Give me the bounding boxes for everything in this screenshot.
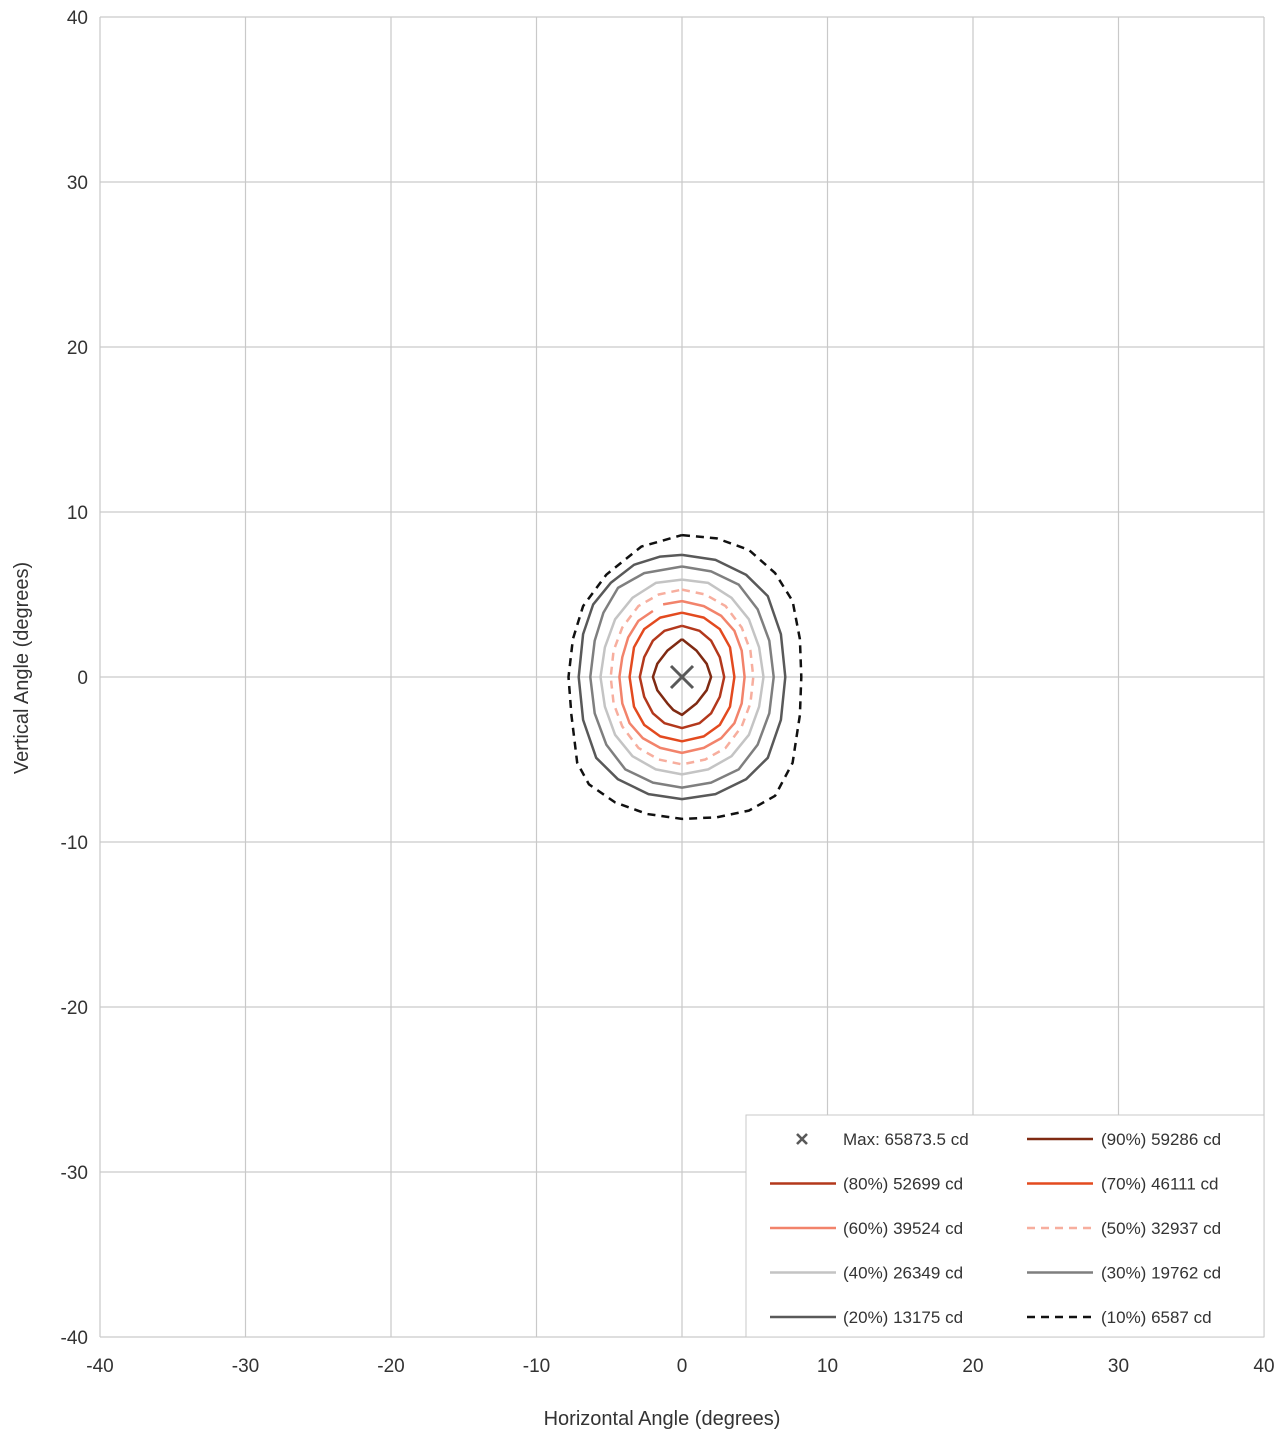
legend-label-4: (60%) 39524 cd xyxy=(843,1219,963,1238)
y-tick-label-3: -10 xyxy=(61,833,88,854)
x-axis-title: Horizontal Angle (degrees) xyxy=(544,1408,781,1430)
legend-label-2: (80%) 52699 cd xyxy=(843,1175,963,1194)
axis-ticks: -40 -30 -20 -10 0 10 20 30 40 -40 -30 -20 -10 0 10 20 30… xyxy=(61,8,1275,1377)
legend-label-7: (30%) 19762 cd xyxy=(1101,1264,1221,1283)
legend-swatch-max xyxy=(796,1133,808,1145)
x-tick-label-6: 20 xyxy=(962,1356,983,1377)
contour-line-3 xyxy=(628,611,736,743)
contour-series xyxy=(567,533,803,821)
legend-label-0: Max: 65873.5 cd xyxy=(843,1130,969,1149)
legend-label-9: (10%) 6587 cd xyxy=(1101,1308,1212,1327)
legend-label-3: (70%) 46111 cd xyxy=(1101,1175,1219,1194)
legend-label-5: (50%) 32937 cd xyxy=(1101,1219,1221,1238)
y-tick-label-4: 0 xyxy=(77,668,88,689)
y-tick-label-2: -20 xyxy=(61,998,88,1019)
contour-line-1 xyxy=(651,638,713,717)
x-tick-label-3: -10 xyxy=(523,1356,550,1377)
y-tick-label-8: 40 xyxy=(67,8,88,29)
legend: Max: 65873.5 cd (90%) 59286 cd (80%) 52699… xyxy=(745,1114,1265,1338)
legend-label-8: (20%) 13175 cd xyxy=(843,1308,963,1327)
max-point xyxy=(669,664,695,690)
contour-line-6 xyxy=(599,578,765,776)
x-tick-label-1: -30 xyxy=(232,1356,259,1377)
legend-label-1: (90%) 59286 cd xyxy=(1101,1130,1221,1149)
contour-line-8 xyxy=(577,553,787,801)
y-tick-label-1: -30 xyxy=(61,1163,88,1184)
y-tick-label-5: 10 xyxy=(67,503,88,524)
y-tick-label-6: 20 xyxy=(67,338,88,359)
y-tick-label-0: -40 xyxy=(61,1328,88,1349)
contour-line-4 xyxy=(618,599,746,755)
x-tick-label-0: -40 xyxy=(86,1356,113,1377)
y-axis-title: Vertical Angle (degrees) xyxy=(11,562,33,774)
legend-label-6: (40%) 26349 cd xyxy=(843,1264,963,1283)
y-tick-label-7: 30 xyxy=(67,173,88,194)
contour-line-9 xyxy=(567,533,803,821)
x-tick-label-2: -20 xyxy=(377,1356,404,1377)
legend-box xyxy=(745,1114,1265,1338)
contour-line-2 xyxy=(638,624,726,730)
contour-line-7 xyxy=(589,565,775,789)
max-point-marker xyxy=(669,664,695,690)
x-tick-label-5: 10 xyxy=(817,1356,838,1377)
x-tick-label-7: 30 xyxy=(1108,1356,1129,1377)
x-tick-label-8: 40 xyxy=(1253,1356,1274,1377)
x-tick-label-4: 0 xyxy=(677,1356,688,1377)
